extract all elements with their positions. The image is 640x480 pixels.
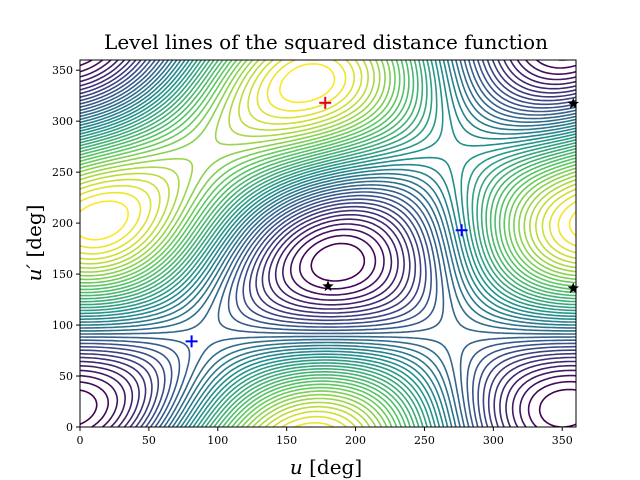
y-tick-label: 200 — [52, 217, 73, 230]
minimum-plus-marker — [185, 335, 198, 348]
saddle-star-marker — [567, 282, 579, 294]
contour-level-35 — [80, 60, 576, 427]
contour-level-6 — [80, 60, 576, 427]
contour-level-40 — [80, 63, 576, 241]
contour-level-36 — [80, 60, 576, 427]
x-tick-label: 200 — [345, 434, 366, 447]
contour-level-31 — [80, 60, 576, 427]
contour-level-27 — [80, 60, 576, 427]
x-tick-label: 300 — [483, 434, 504, 447]
y-axis-ticks: 0 50 100 150 200 250 300 350 — [52, 64, 80, 434]
saddle-star-marker — [567, 97, 579, 109]
x-tick-label: 0 — [77, 434, 84, 447]
y-tick-label: 300 — [52, 115, 73, 128]
contour-level-34 — [80, 60, 576, 427]
x-tick-label: 150 — [276, 434, 297, 447]
contour-level-29 — [80, 60, 576, 427]
contour-level-17 — [80, 60, 576, 427]
contour-level-12 — [80, 60, 576, 427]
chart-title: Level lines of the squared distance func… — [104, 30, 548, 54]
x-tick-label: 250 — [414, 434, 435, 447]
x-tick-label: 100 — [207, 434, 228, 447]
y-tick-label: 0 — [66, 421, 73, 434]
contour-level-19 — [80, 60, 576, 427]
contour-level-5 — [80, 60, 576, 427]
x-axis-label: u [deg] — [290, 455, 362, 479]
contour-level-33 — [80, 60, 576, 427]
maximum-plus-marker — [319, 96, 332, 109]
contour-level-11 — [80, 60, 576, 427]
critical-point-markers — [185, 96, 579, 348]
contour-level-24 — [80, 60, 576, 427]
contour-level-15 — [80, 60, 576, 427]
contour-level-16 — [80, 60, 576, 427]
y-tick-label: 100 — [52, 319, 73, 332]
x-tick-label: 350 — [552, 434, 573, 447]
saddle-star-marker — [322, 280, 334, 292]
minimum-plus-marker — [455, 224, 468, 237]
contour-level-30 — [80, 60, 576, 427]
y-tick-label: 150 — [52, 268, 73, 281]
contour-level-3 — [80, 60, 576, 427]
contour-level-7 — [80, 60, 576, 427]
contour-level-25 — [80, 60, 576, 427]
contour-level-22 — [80, 60, 576, 427]
contour-level-18 — [80, 60, 576, 427]
contour-level-21 — [80, 60, 576, 427]
contour-level-1 — [80, 60, 576, 427]
plot-frame — [79, 59, 577, 428]
y-axis-label: u′ [deg] — [22, 205, 46, 282]
contour-level-10 — [80, 60, 576, 427]
y-tick-label: 50 — [59, 370, 73, 383]
x-axis-ticks: 0 50 100 150 200 250 300 350 — [77, 427, 573, 447]
y-tick-label: 350 — [52, 64, 73, 77]
contour-level-13 — [80, 60, 576, 427]
contour-level-9 — [80, 60, 576, 427]
x-tick-label: 50 — [142, 434, 156, 447]
y-tick-label: 250 — [52, 166, 73, 179]
